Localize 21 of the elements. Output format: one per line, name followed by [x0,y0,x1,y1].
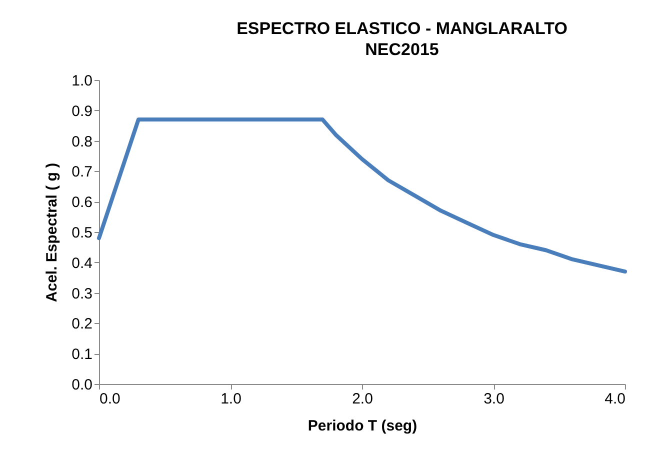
x-tick-label: 3.0 [484,390,504,408]
x-tick-label: 0.0 [100,390,120,408]
chart-subtitle: NEC2015 [365,40,439,59]
x-tick-label: 2.0 [352,390,373,408]
y-tick-label: 0.7 [72,164,92,181]
x-tick-label: 4.0 [604,390,626,408]
y-tick-label: 1.0 [72,72,92,90]
chart-title: ESPECTRO ELASTICO - MANGLARALTO [236,19,568,38]
x-axis-title: Periodo T (seg) [308,418,418,434]
y-tick-label: 0.4 [72,254,92,272]
y-tick-label: 0.1 [72,346,92,364]
y-tick-label: 0.6 [72,194,92,212]
y-tick-label: 0.0 [72,376,92,394]
y-tick-label: 0.2 [72,316,92,333]
y-tick-label: 0.5 [72,224,92,242]
x-tick-label: 1.0 [220,390,242,408]
line-series [97,118,627,274]
y-tick-label: 0.3 [72,285,92,302]
y-tick-label: 0.8 [72,133,92,150]
y-tick-label: 0.9 [72,102,92,120]
y-axis-title: Acel. Espectral ( g ) [44,162,61,302]
